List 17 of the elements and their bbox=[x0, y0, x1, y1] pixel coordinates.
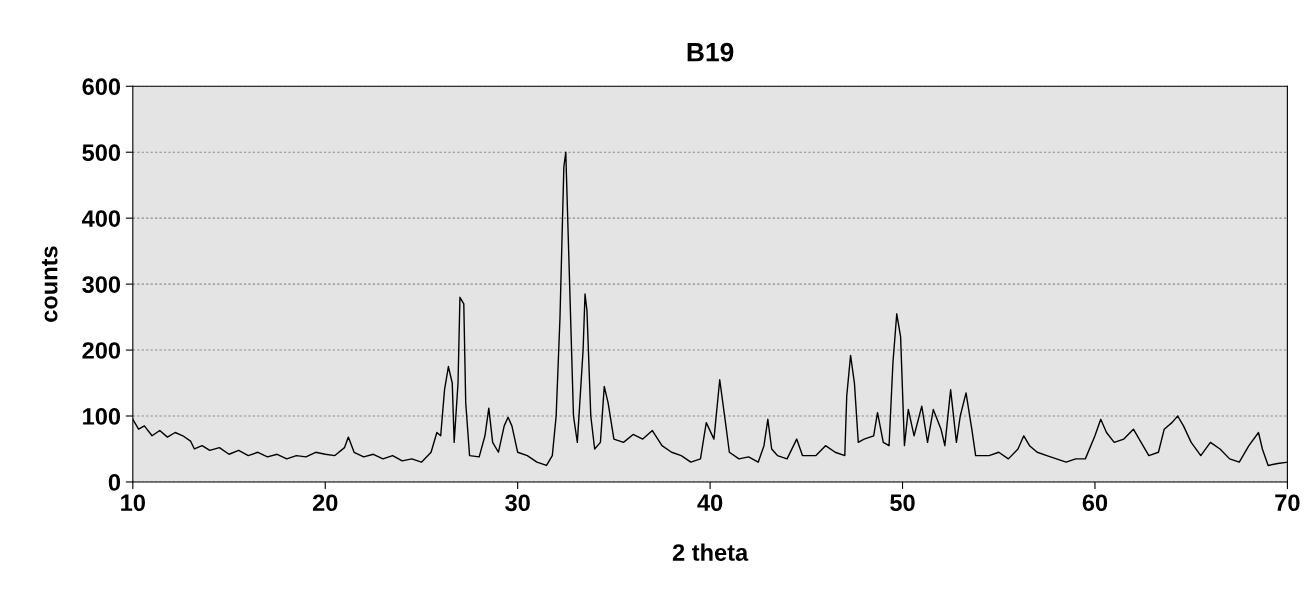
x-tick-label: 60 bbox=[1082, 494, 1108, 512]
chart-title: B19 bbox=[687, 42, 734, 62]
y-tick-label: 400 bbox=[81, 210, 121, 227]
y-axis-title: counts bbox=[41, 246, 58, 322]
x-axis-title: 2 theta bbox=[672, 543, 749, 561]
x-tick-label: 20 bbox=[312, 494, 338, 512]
y-tick-label: 500 bbox=[82, 144, 121, 162]
x-tick-label: 50 bbox=[890, 494, 915, 512]
y-tick-label: 0 bbox=[108, 474, 121, 491]
x-tick-label: 30 bbox=[505, 494, 530, 512]
x-tick-label: 70 bbox=[1275, 494, 1300, 512]
y-tick-label: 300 bbox=[82, 276, 121, 293]
x-tick-label: 10 bbox=[121, 494, 145, 512]
y-tick-label: 600 bbox=[82, 78, 121, 96]
y-tick-label: 100 bbox=[83, 408, 121, 425]
y-tick-label: 200 bbox=[82, 342, 121, 359]
x-tick-label: 40 bbox=[697, 494, 723, 512]
